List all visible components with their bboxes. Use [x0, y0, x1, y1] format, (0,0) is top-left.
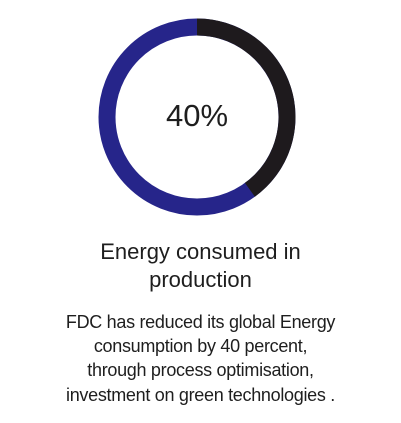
donut-segment	[196, 18, 296, 197]
title-line: Energy consumed in	[100, 239, 301, 264]
description-line: investment on green technologies .	[66, 385, 335, 405]
donut-chart: 40%	[98, 18, 296, 216]
title-line: production	[149, 267, 252, 292]
description-line: FDC has reduced its global Energy	[65, 312, 336, 332]
center-label: 40%	[166, 98, 228, 133]
description-line: through process optimisation,	[87, 360, 314, 380]
description-line: consumption by 40 percent,	[93, 336, 308, 356]
